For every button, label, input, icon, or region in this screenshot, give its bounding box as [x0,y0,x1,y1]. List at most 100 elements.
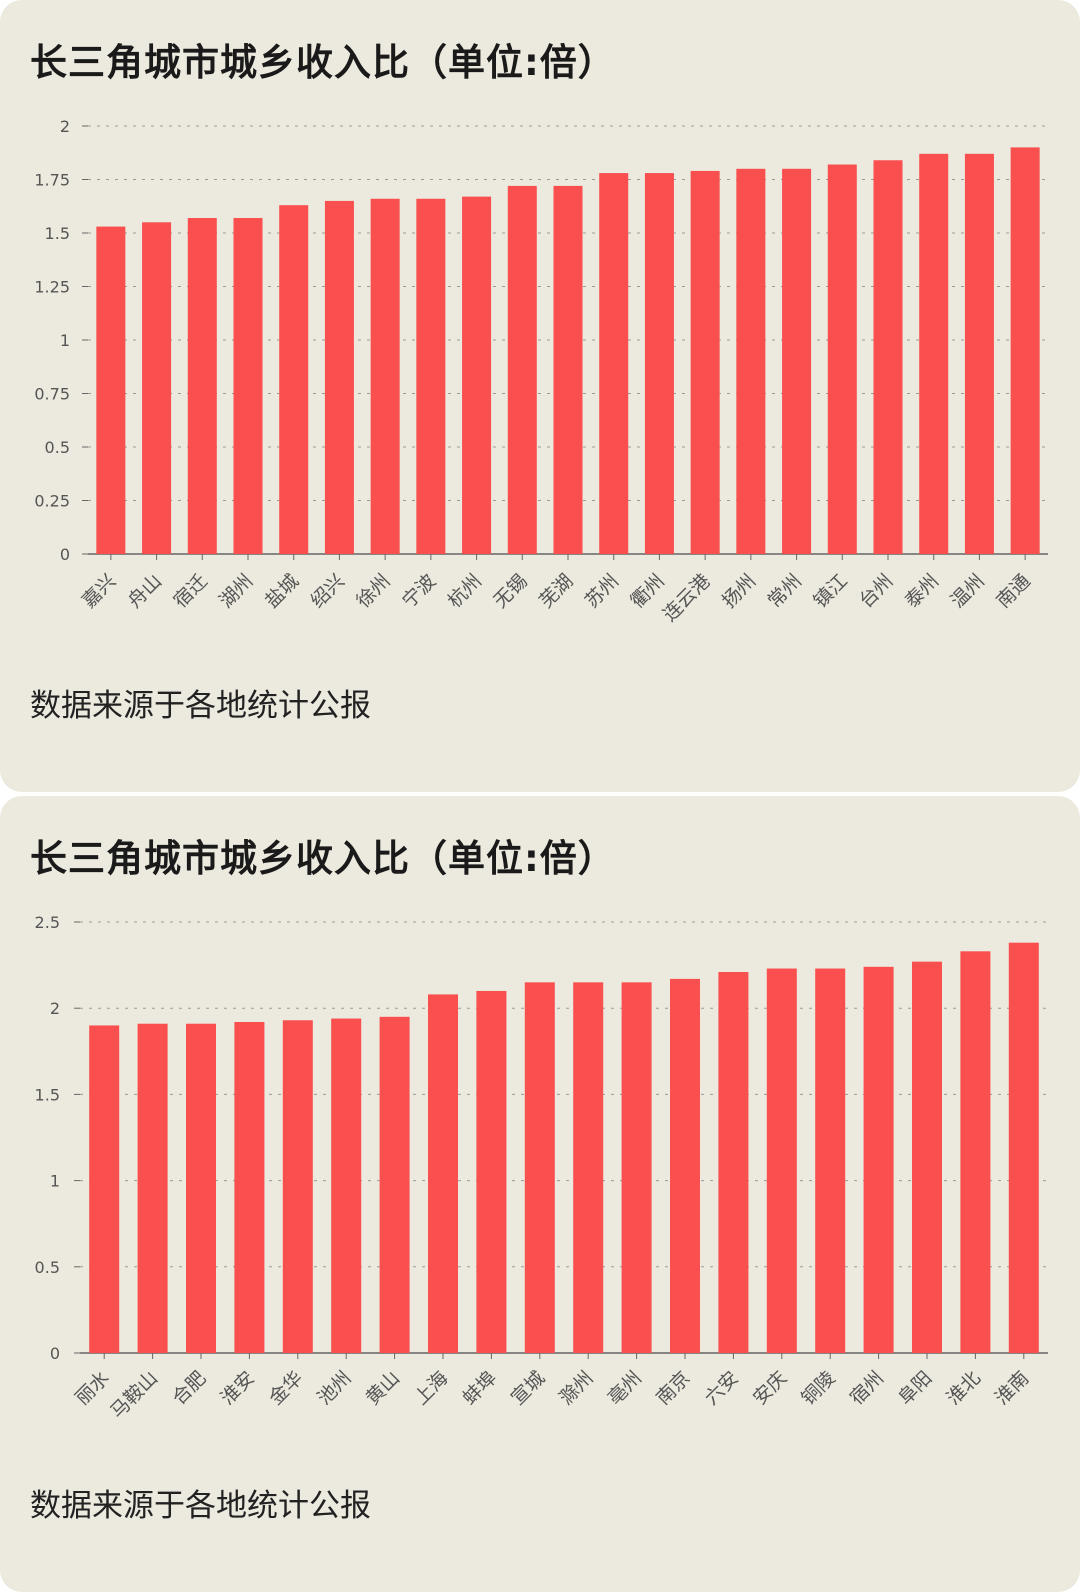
bar [89,1025,120,1353]
x-category-label: 合肥 [168,1367,210,1409]
y-tick-label: 1 [50,1172,60,1191]
x-category-label: 阜阳 [894,1367,936,1409]
bar [324,200,354,554]
bar [142,222,172,555]
chart-title: 长三角城市城乡收入比（单位:倍） [30,837,616,880]
chart-title: 长三角城市城乡收入比（单位:倍） [30,41,616,84]
y-tick-label: 0.5 [45,438,70,457]
bar [863,966,894,1353]
chart-card-2: 长三角城市城乡收入比（单位:倍） 0 0.5 1 1.5 2 2.5 丽水 马鞍山 合肥 淮安 金华… [0,796,1080,1592]
chart-card-1: 长三角城市城乡收入比（单位:倍） 0 0.25 0.5 0.75 1 1.25 1.5 1.7… [0,0,1080,792]
x-category-label: 亳州 [604,1367,646,1409]
x-category-label: 南通 [992,570,1034,612]
bar [416,198,446,554]
bar [234,1021,265,1353]
x-category-label: 常州 [764,570,806,612]
y-tick-label: 1 [60,331,70,350]
bar [233,218,263,554]
bar [599,173,629,554]
bar [524,982,555,1353]
x-category-label: 连云港 [659,570,715,626]
x-category-label: 盐城 [261,570,303,612]
bar [137,1023,168,1353]
x-category-label: 金华 [265,1367,307,1409]
x-category-label: 嘉兴 [78,570,120,612]
y-tick-label: 1.25 [34,278,70,297]
bar [736,168,766,555]
x-category-label: 温州 [947,570,989,612]
x-category-label: 南京 [652,1367,694,1409]
bar [553,185,583,555]
x-category-label: 蚌埠 [458,1367,500,1409]
x-category-label: 池州 [313,1367,355,1409]
y-tick-label: 2.5 [35,913,60,932]
x-category-label: 六安 [700,1367,742,1409]
y-tick-label: 0.75 [34,385,70,404]
bar [187,218,217,554]
x-category-label: 徐州 [352,570,394,612]
data-source-note: 数据来源于各地统计公报 [30,688,371,724]
bar [186,1023,216,1353]
bar [766,968,797,1353]
bar [690,170,720,554]
bar [507,185,537,555]
x-category-label: 淮北 [942,1367,984,1409]
bar [919,153,949,554]
y-tick-label: 1.5 [35,1085,60,1104]
x-category-label: 镇江 [809,570,851,612]
data-source-note: 数据来源于各地统计公报 [30,1488,371,1524]
x-category-label: 丽水 [71,1367,113,1409]
x-category-label: 宣城 [507,1367,549,1409]
x-category-label: 滁州 [555,1367,597,1409]
x-category-label: 绍兴 [307,570,349,612]
y-tick-label: 2 [60,117,70,136]
bar [964,153,994,554]
bar [1010,147,1040,554]
y-tick-label: 0 [60,545,70,564]
bar [331,1018,362,1353]
x-category-label: 黄山 [362,1367,404,1409]
bar [815,968,846,1353]
x-category-label: 泰州 [901,570,943,612]
y-tick-label: 1.75 [34,171,70,190]
x-category-label: 宁波 [398,570,440,612]
x-category-label: 舟山 [124,570,166,612]
bar [428,994,458,1353]
bar-chart-1: 0 0.25 0.5 0.75 1 1.25 1.5 1.75 2 嘉兴 舟山 宿迁 湖州 盐城 绍兴 徐州宁… [34,117,1048,626]
bar [96,226,126,554]
x-category-label: 淮南 [991,1367,1033,1409]
x-category-label: 扬州 [718,570,760,612]
x-category-label: 湖州 [215,570,257,612]
x-category-label: 淮安 [216,1367,258,1409]
bar [476,990,507,1353]
x-category-label: 上海 [410,1367,452,1409]
x-category-label: 马鞍山 [106,1367,162,1423]
bar [1008,942,1039,1353]
y-tick-label: 0 [50,1344,60,1363]
x-category-label: 宿州 [846,1367,888,1409]
bar [279,205,309,554]
bar [379,1016,410,1353]
x-category-label: 无锡 [489,570,531,612]
y-tick-label: 2 [50,999,60,1018]
bar [573,982,604,1353]
y-tick-label: 0.25 [34,492,70,511]
bar [670,978,700,1353]
x-category-label: 宿迁 [169,570,211,612]
bar [644,173,674,554]
x-category-label: 杭州 [444,570,486,612]
bar [370,198,400,554]
bar [912,961,942,1353]
bar [718,971,749,1353]
x-category-label: 铜陵 [797,1367,839,1409]
x-category-label: 安庆 [749,1367,791,1409]
x-category-label: 苏州 [581,570,623,612]
y-tick-label: 1.5 [45,224,70,243]
y-tick-label: 0.5 [35,1258,60,1277]
bar [462,196,492,554]
bar [282,1020,313,1353]
bar [782,168,812,555]
bar-chart-2: 0 0.5 1 1.5 2 2.5 丽水马鞍山 合肥 淮安 金华 池州 黄山 上海 蚌埠 宣城 滁州 亳州 南京六… [35,913,1048,1423]
x-category-label: 芜湖 [535,570,577,612]
x-category-label: 台州 [855,570,897,612]
